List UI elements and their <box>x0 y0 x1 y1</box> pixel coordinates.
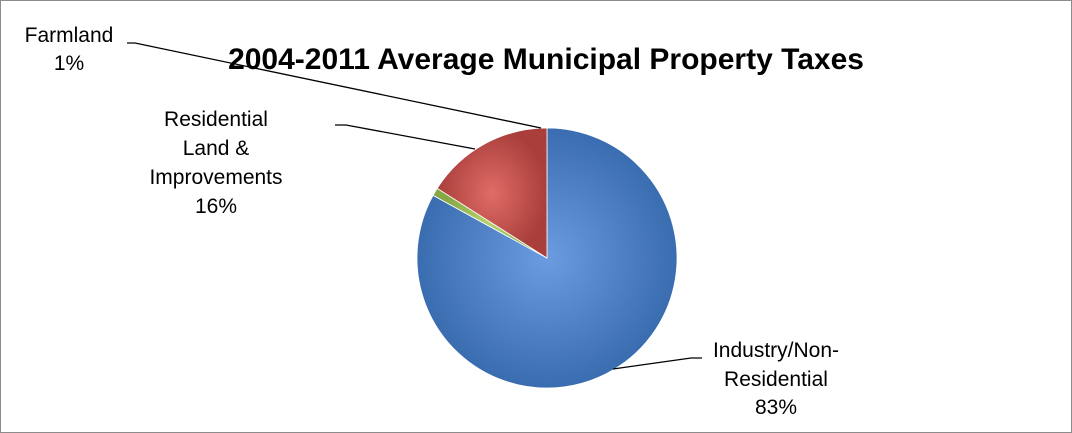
slice-label-industry-line-2: Residential <box>724 368 828 391</box>
pie-slice-residential <box>436 127 548 259</box>
leader-line-residential <box>335 124 476 150</box>
slice-label-residential: Residential Land & Improvements 16% <box>149 108 282 218</box>
slice-label-farmland-percent: 1% <box>54 52 84 75</box>
leader-lines <box>127 42 702 370</box>
slice-label-farmland-line-1: Farmland <box>25 24 114 47</box>
pie-slices <box>416 127 678 389</box>
slice-label-residential-line-3: Improvements <box>149 166 282 189</box>
slice-label-residential-percent: 16% <box>195 195 237 218</box>
leader-line-farmland <box>127 42 542 129</box>
slice-label-industry-percent: 83% <box>755 396 797 419</box>
slice-label-farmland: Farmland 1% <box>25 24 114 75</box>
slice-label-industry-line-1: Industry/Non- <box>713 339 839 362</box>
slice-label-industry: Industry/Non- Residential 83% <box>713 339 839 419</box>
slice-label-residential-line-2: Land & <box>183 137 250 160</box>
pie-slice-industry <box>416 127 678 389</box>
chart-title: 2004-2011 Average Municipal Property Tax… <box>228 43 864 76</box>
leader-line-industry <box>612 357 702 370</box>
slice-label-residential-line-1: Residential <box>164 108 268 131</box>
